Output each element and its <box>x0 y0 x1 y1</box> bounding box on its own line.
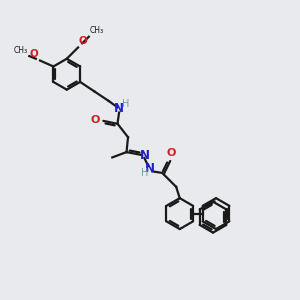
Text: O: O <box>91 115 100 125</box>
Text: CH₃: CH₃ <box>90 26 104 35</box>
Text: N: N <box>114 102 124 115</box>
Text: H: H <box>141 168 148 178</box>
Text: CH₃: CH₃ <box>14 46 28 55</box>
Text: O: O <box>79 36 88 46</box>
Text: N: N <box>144 162 154 175</box>
Text: O: O <box>30 49 38 59</box>
Text: O: O <box>167 148 176 158</box>
Text: N: N <box>140 149 150 162</box>
Text: H: H <box>122 99 129 109</box>
